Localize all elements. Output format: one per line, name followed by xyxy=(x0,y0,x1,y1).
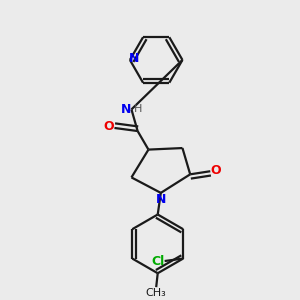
Text: N: N xyxy=(156,193,166,206)
Text: N: N xyxy=(128,52,139,65)
Text: Cl: Cl xyxy=(151,254,164,268)
Text: O: O xyxy=(211,164,221,177)
Text: O: O xyxy=(103,120,114,133)
Text: H: H xyxy=(134,104,142,114)
Text: CH₃: CH₃ xyxy=(146,288,166,298)
Text: N: N xyxy=(121,103,131,116)
